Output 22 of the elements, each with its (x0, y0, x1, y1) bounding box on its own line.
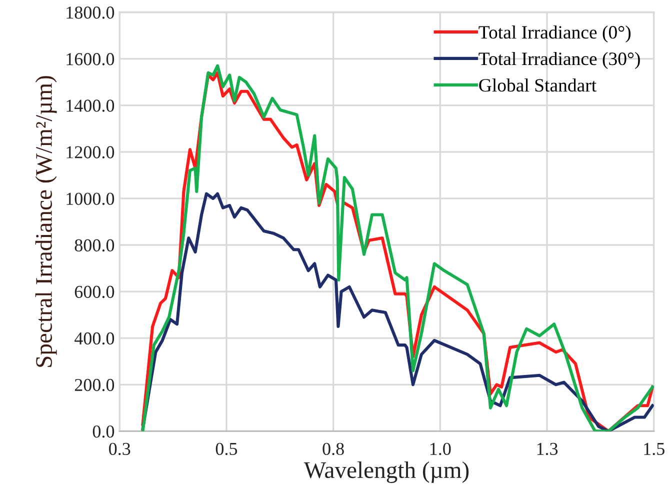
y-tick-label: 1600.0 (66, 53, 114, 66)
x-tick-label: 0.5 (216, 442, 238, 456)
y-axis-title: Spectral Irradiance (W/m²/µm) (35, 76, 57, 367)
legend-label: Total Irradiance (0°) (478, 25, 631, 42)
x-tick-label: 1.3 (537, 442, 558, 456)
y-tick-label: 600.0 (74, 286, 114, 298)
y-tick-label: 0.0 (92, 425, 114, 438)
legend-label: Global Standart (479, 78, 596, 92)
line-series (141, 192, 654, 432)
y-tick-label: 1200.0 (66, 146, 114, 158)
y-tick-label: 1400.0 (66, 100, 114, 112)
y-tick-label: 800.0 (74, 239, 114, 252)
x-tick-label: 1.0 (430, 442, 451, 456)
x-tick-label: 1.5 (644, 442, 664, 456)
legend-label: Total Irradiance (30°) (478, 52, 640, 69)
y-tick-label: 1800.0 (66, 6, 114, 19)
y-tick-label: 200.0 (74, 378, 114, 392)
x-tick-label: 0.8 (322, 442, 344, 456)
y-tick-label: 1000.0 (66, 192, 114, 205)
y-tick-label: 400.0 (74, 332, 114, 345)
x-tick-label: 0.3 (109, 442, 130, 456)
x-axis-title: Wavelength (µm) (304, 461, 469, 483)
